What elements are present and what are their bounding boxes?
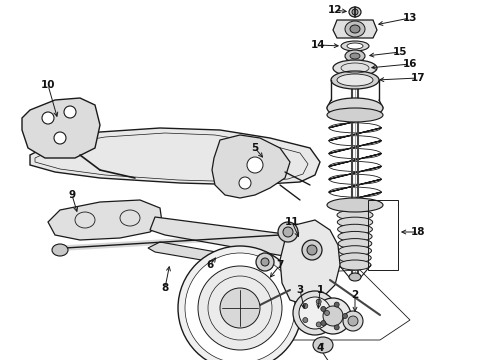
Ellipse shape [333, 60, 377, 76]
Text: 11: 11 [285, 217, 299, 227]
Ellipse shape [338, 224, 372, 234]
Text: 13: 13 [403, 13, 417, 23]
Text: 4: 4 [317, 343, 324, 353]
Ellipse shape [303, 318, 308, 323]
Ellipse shape [334, 302, 339, 307]
Ellipse shape [343, 311, 363, 331]
Polygon shape [333, 20, 377, 38]
Ellipse shape [307, 245, 317, 255]
Ellipse shape [323, 306, 343, 326]
Ellipse shape [52, 244, 68, 256]
Ellipse shape [337, 74, 373, 86]
Ellipse shape [338, 231, 372, 242]
Ellipse shape [315, 298, 351, 334]
Polygon shape [150, 217, 320, 260]
Ellipse shape [316, 299, 321, 304]
Text: 8: 8 [161, 283, 169, 293]
Ellipse shape [331, 71, 379, 89]
Text: 18: 18 [411, 227, 425, 237]
Ellipse shape [327, 198, 383, 212]
Text: 15: 15 [393, 47, 407, 57]
Ellipse shape [302, 240, 322, 260]
Polygon shape [48, 200, 162, 240]
Text: 5: 5 [251, 143, 259, 153]
Text: 9: 9 [69, 190, 75, 200]
Ellipse shape [321, 306, 326, 311]
Ellipse shape [42, 112, 54, 124]
Ellipse shape [256, 253, 274, 271]
Ellipse shape [350, 25, 360, 33]
Polygon shape [30, 128, 320, 185]
Ellipse shape [316, 322, 321, 327]
Ellipse shape [338, 239, 372, 248]
Ellipse shape [178, 246, 302, 360]
Text: 17: 17 [411, 73, 425, 83]
Ellipse shape [324, 310, 329, 315]
Ellipse shape [327, 108, 383, 122]
Ellipse shape [334, 325, 339, 330]
Ellipse shape [303, 303, 308, 309]
Ellipse shape [339, 260, 371, 270]
Text: 3: 3 [296, 285, 304, 295]
Ellipse shape [327, 98, 383, 118]
Ellipse shape [198, 266, 282, 350]
Ellipse shape [64, 106, 76, 118]
Ellipse shape [349, 273, 361, 281]
Text: 14: 14 [311, 40, 325, 50]
Ellipse shape [339, 253, 371, 263]
Ellipse shape [349, 7, 361, 17]
Ellipse shape [220, 288, 260, 328]
Ellipse shape [350, 53, 360, 59]
Ellipse shape [352, 9, 358, 15]
Ellipse shape [54, 132, 66, 144]
Ellipse shape [348, 316, 358, 326]
Text: 10: 10 [41, 80, 55, 90]
Text: 12: 12 [328, 5, 342, 15]
Bar [368, 200, 398, 270]
Ellipse shape [239, 177, 251, 189]
Ellipse shape [341, 41, 369, 51]
Text: 1: 1 [317, 285, 323, 295]
Ellipse shape [278, 222, 298, 242]
Ellipse shape [185, 253, 295, 360]
Text: 16: 16 [403, 59, 417, 69]
Text: 2: 2 [351, 290, 359, 300]
Ellipse shape [337, 210, 373, 220]
Ellipse shape [247, 157, 263, 173]
Text: 7: 7 [276, 260, 284, 270]
Ellipse shape [347, 43, 363, 49]
Ellipse shape [283, 227, 293, 237]
Ellipse shape [345, 50, 365, 62]
Text: 6: 6 [206, 260, 214, 270]
Ellipse shape [337, 217, 373, 227]
Ellipse shape [261, 258, 269, 266]
Ellipse shape [345, 21, 365, 37]
Polygon shape [212, 135, 290, 198]
Ellipse shape [313, 337, 333, 353]
Ellipse shape [293, 291, 337, 335]
Polygon shape [22, 98, 100, 158]
Polygon shape [148, 242, 270, 270]
Ellipse shape [343, 314, 347, 319]
Ellipse shape [339, 246, 371, 256]
Ellipse shape [321, 320, 326, 325]
Ellipse shape [299, 297, 331, 329]
Polygon shape [280, 220, 340, 305]
